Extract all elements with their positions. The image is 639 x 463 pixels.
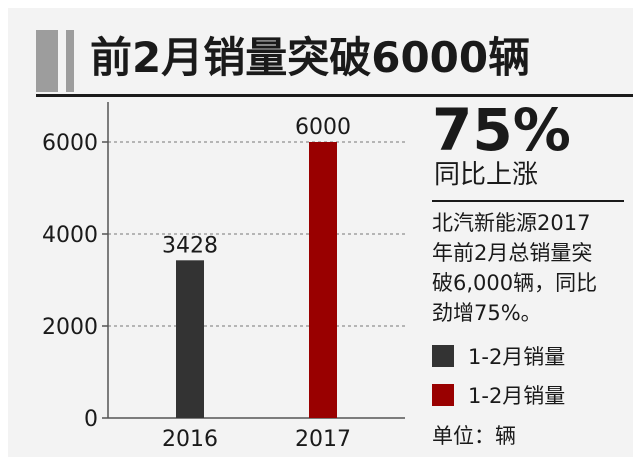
y-tick-label: 6000 — [42, 131, 98, 156]
description-line: 北汽新能源2017 — [432, 211, 591, 235]
x-tick-label: 2016 — [162, 427, 218, 452]
title-rule — [36, 94, 633, 97]
legend-item-2016: 1-2月销量 — [432, 342, 565, 370]
x-tick-label: 2017 — [295, 427, 351, 452]
legend-label: 1-2月销量 — [468, 345, 566, 369]
title-accent-bar — [36, 30, 58, 92]
legend-swatch — [432, 384, 454, 406]
chart-title: 前2月销量突破6000辆 — [90, 33, 531, 82]
y-tick-label: 2000 — [42, 315, 98, 340]
side-rule — [432, 200, 624, 202]
title-accent-stripe — [66, 30, 74, 92]
y-tick-label: 4000 — [42, 223, 98, 248]
bar-2017 — [309, 142, 337, 418]
data-label: 3428 — [162, 233, 218, 258]
y-tick-label: 0 — [84, 407, 98, 432]
legend-item-2017: 1-2月销量 — [432, 381, 565, 409]
data-label: 6000 — [295, 115, 351, 140]
description: 北汽新能源2017 年前2月总销量突 破6,000辆，同比 劲增75%。 — [432, 208, 628, 328]
legend-label: 1-2月销量 — [468, 384, 566, 408]
unit-label: 单位：辆 — [432, 424, 516, 448]
growth-percentage: 75% — [432, 96, 571, 164]
description-line: 劲增75%。 — [432, 301, 542, 325]
bar-2016 — [176, 260, 204, 418]
legend-swatch — [432, 345, 454, 367]
description-line: 破6,000辆，同比 — [432, 271, 598, 295]
description-line: 年前2月总销量突 — [432, 241, 593, 265]
growth-label: 同比上涨 — [434, 160, 539, 190]
